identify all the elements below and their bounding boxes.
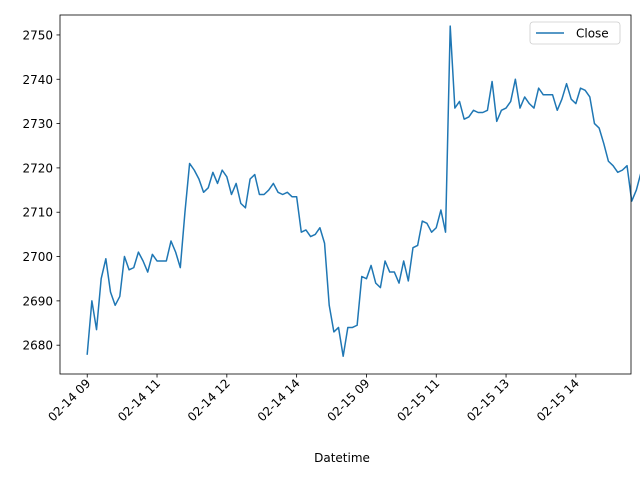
y-tick-label: 2710	[22, 206, 53, 220]
y-tick-label: 2690	[22, 294, 53, 308]
y-tick-label: 2730	[22, 117, 53, 131]
y-tick-label: 2680	[22, 339, 53, 353]
y-ticks: 2680 2690 2700 2710 2720 2730 2740 2750	[22, 28, 60, 353]
series-line-close	[86, 25, 640, 358]
legend-box	[529, 21, 621, 45]
axes-frame	[59, 14, 632, 375]
x-axis-label: Datetime	[314, 451, 370, 465]
y-tick-label: 2720	[22, 161, 53, 175]
y-tick-label: 2750	[22, 28, 53, 42]
y-tick-label: 2740	[22, 73, 53, 87]
y-tick-label: 2700	[22, 250, 53, 264]
legend: Close	[529, 21, 621, 45]
plot-layer	[86, 25, 640, 358]
legend-entry-close: Close	[576, 27, 609, 41]
